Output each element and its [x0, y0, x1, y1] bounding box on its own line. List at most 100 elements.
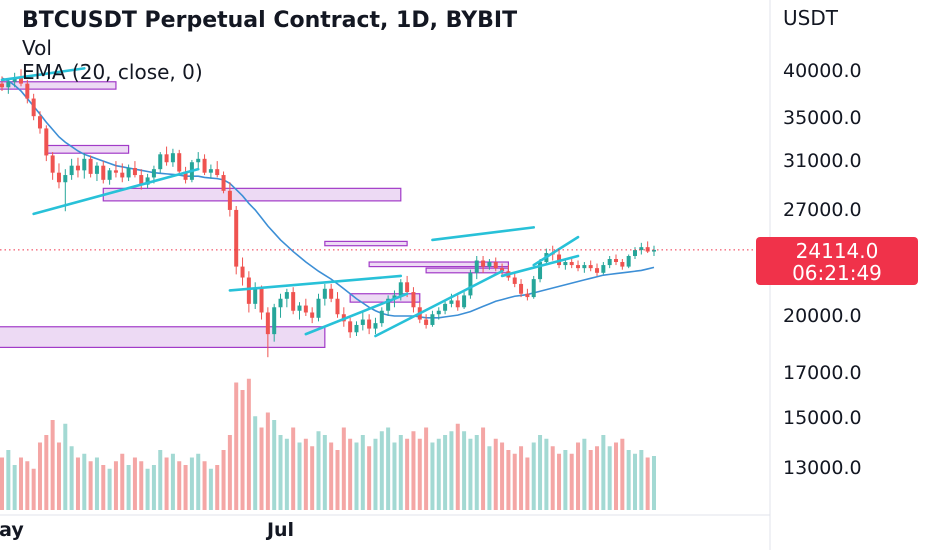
- candle-body: [525, 293, 530, 298]
- price-tick: 40000.0: [783, 60, 862, 82]
- candle-body: [373, 323, 378, 329]
- candle-body: [424, 319, 429, 325]
- volume-bar: [626, 450, 631, 510]
- candle-body: [69, 165, 74, 176]
- volume-bar: [576, 442, 581, 510]
- price-zone: [45, 144, 130, 154]
- volume-bar: [12, 465, 17, 510]
- volume-bar: [531, 442, 536, 510]
- volume-bar: [557, 453, 562, 510]
- candle-body: [291, 292, 296, 311]
- candle-body: [569, 262, 574, 266]
- candle-body: [56, 172, 61, 183]
- volume-bar: [360, 435, 365, 510]
- candle-body: [183, 171, 188, 180]
- candle-body: [44, 128, 49, 156]
- candle-body: [436, 310, 441, 315]
- volume-bar: [398, 435, 403, 510]
- volume-indicator-label[interactable]: Vol: [22, 36, 52, 60]
- volume-bar: [151, 465, 156, 510]
- volume-bar: [145, 468, 150, 510]
- volume-bar: [6, 450, 11, 510]
- volume-bar: [221, 450, 226, 510]
- volume-bar: [411, 431, 416, 510]
- ema-line: [1, 77, 655, 319]
- volume-bar: [500, 442, 505, 510]
- candle-body: [512, 277, 517, 284]
- candle-body: [481, 260, 486, 267]
- volume-bar: [158, 450, 163, 510]
- candle-body: [367, 319, 372, 329]
- candle-body: [31, 98, 36, 117]
- candle-body: [297, 305, 302, 311]
- volume-bar: [639, 450, 644, 510]
- candle-body: [37, 116, 42, 129]
- candle-body: [405, 282, 410, 293]
- candle-body: [272, 307, 277, 335]
- volume-bar: [525, 457, 530, 510]
- volume-bar: [132, 457, 137, 510]
- candle-body: [639, 247, 644, 251]
- volume-bar: [297, 442, 302, 510]
- volume-bar: [430, 442, 435, 510]
- candle-body: [303, 305, 308, 313]
- time-tick: May: [0, 519, 24, 541]
- volume-bar: [120, 453, 125, 510]
- candle-body: [411, 292, 416, 308]
- candle-body: [595, 268, 600, 273]
- price-zone: [0, 326, 326, 348]
- volume-bar: [651, 456, 656, 510]
- volume-bar: [322, 435, 327, 510]
- candle-body: [240, 266, 245, 278]
- candle-body: [107, 170, 112, 180]
- volume-bar: [335, 450, 340, 510]
- price-tick: 15000.0: [783, 406, 862, 429]
- volume-bar: [563, 450, 568, 510]
- trendline: [32, 167, 200, 216]
- candle-body: [651, 249, 656, 252]
- volume-bar: [18, 457, 23, 510]
- volume-bar: [240, 390, 245, 510]
- volume-bar: [569, 453, 574, 510]
- volume-bar: [519, 446, 524, 510]
- candle-body: [234, 209, 239, 267]
- volume-bar: [183, 465, 188, 510]
- ema-indicator-label[interactable]: EMA (20, close, 0): [22, 60, 203, 84]
- price-zone: [102, 187, 402, 202]
- volume-bar: [582, 438, 587, 510]
- candle-body: [253, 288, 258, 304]
- candle-body: [455, 300, 460, 308]
- candle-body: [50, 155, 55, 173]
- volume-bar: [227, 435, 232, 510]
- candle-body: [626, 256, 631, 267]
- candle-body: [588, 265, 593, 269]
- candle-body: [202, 158, 207, 173]
- volume-bar: [405, 438, 410, 510]
- candle-body: [329, 288, 334, 299]
- candle-body: [75, 165, 80, 171]
- candle-body: [633, 250, 637, 257]
- candle-body: [462, 295, 467, 308]
- volume-bar: [25, 461, 30, 510]
- supply-demand-zones: [0, 81, 510, 348]
- candle-body: [278, 298, 283, 308]
- volume-bar: [208, 468, 213, 510]
- volume-bar: [455, 423, 460, 510]
- candle-body: [310, 312, 315, 318]
- trendline: [228, 274, 403, 292]
- volume-bar: [164, 457, 169, 510]
- volume-bar: [50, 420, 55, 510]
- candle-body: [6, 81, 11, 88]
- candle-body: [139, 175, 144, 185]
- volume-bar: [189, 457, 194, 510]
- volume-bar: [538, 435, 543, 510]
- candle-body: [151, 169, 156, 178]
- candlesticks: [0, 69, 656, 358]
- trendline: [500, 254, 580, 278]
- volume-bar: [607, 446, 612, 510]
- volume-bar: [424, 427, 429, 510]
- candle-body: [221, 175, 226, 191]
- volume-bar: [316, 431, 321, 510]
- price-tick: 20000.0: [783, 305, 862, 327]
